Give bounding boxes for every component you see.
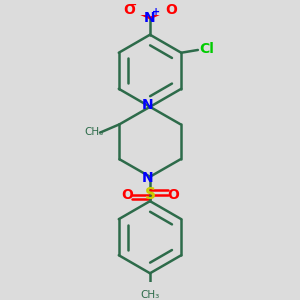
Text: N: N xyxy=(142,98,154,112)
Text: −: − xyxy=(128,0,137,10)
Text: Cl: Cl xyxy=(200,42,214,56)
Text: O: O xyxy=(121,188,133,202)
Text: O: O xyxy=(167,188,179,202)
Text: S: S xyxy=(145,187,155,202)
Text: CH₃: CH₃ xyxy=(84,127,104,136)
Text: N: N xyxy=(144,11,156,25)
Text: +: + xyxy=(152,7,160,17)
Text: O: O xyxy=(165,3,177,17)
Text: N: N xyxy=(142,171,154,185)
Text: CH₃: CH₃ xyxy=(140,290,160,300)
Text: O: O xyxy=(123,3,135,17)
